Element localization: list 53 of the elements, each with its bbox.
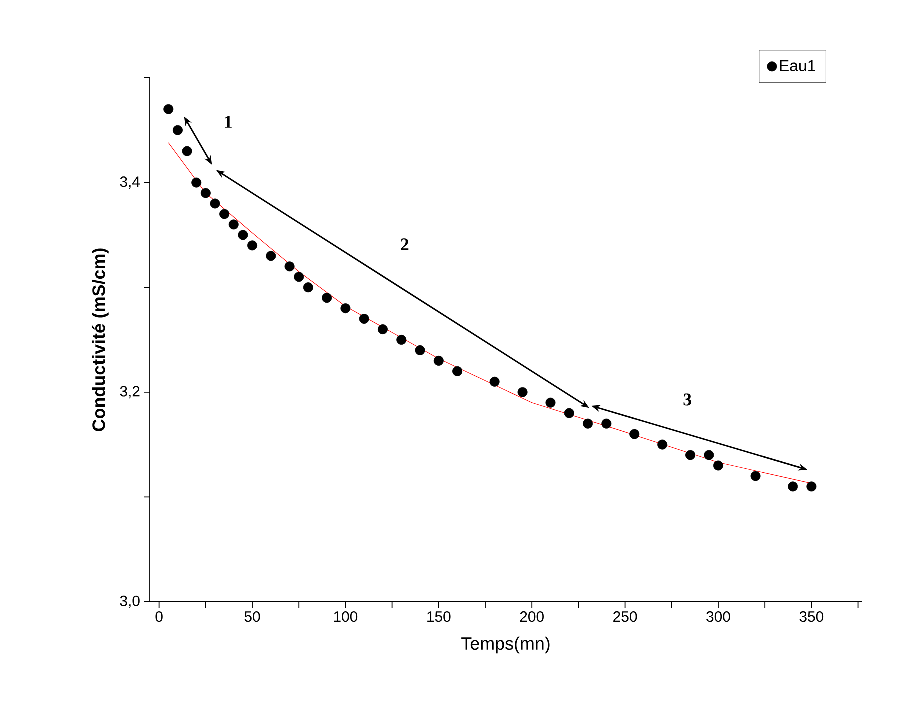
point — [583, 418, 594, 429]
point — [602, 418, 612, 429]
point — [172, 125, 183, 136]
y-axis-title: Conductivité (mS/cm) — [92, 248, 109, 432]
point — [182, 146, 192, 156]
point — [686, 450, 696, 460]
point — [704, 450, 714, 460]
point — [228, 220, 239, 230]
point — [340, 304, 351, 314]
point — [303, 282, 314, 293]
point — [266, 251, 276, 262]
point — [518, 387, 528, 398]
point — [630, 429, 640, 440]
point — [294, 272, 304, 282]
x-tick-label: 250 — [614, 612, 638, 622]
point — [750, 471, 761, 482]
point — [284, 262, 295, 272]
point — [322, 293, 332, 304]
point — [238, 230, 248, 240]
point — [220, 209, 230, 220]
annotation: 2 — [401, 238, 409, 251]
point — [164, 104, 174, 114]
x-tick-label: 300 — [706, 612, 730, 622]
point — [452, 366, 463, 376]
x-tick-label: 100 — [334, 612, 358, 622]
point — [490, 376, 500, 387]
y-tick-label: 3,4 — [120, 176, 140, 189]
point — [200, 188, 211, 198]
x-tick-label: 150 — [428, 612, 451, 622]
point — [546, 398, 556, 408]
point — [788, 482, 798, 492]
annotation: 3 — [684, 394, 692, 406]
point — [378, 324, 388, 335]
y-tick-label: 3,2 — [120, 386, 140, 399]
point — [713, 460, 724, 471]
point — [415, 345, 426, 356]
point — [396, 334, 407, 345]
x-tick-label: 350 — [800, 612, 824, 622]
point — [658, 440, 668, 450]
x-tick-label: 0 — [156, 612, 163, 622]
x-tick-label: 50 — [244, 612, 260, 622]
annotation: 1 — [225, 116, 232, 128]
x-axis-title: Temps(mn) — [462, 636, 550, 654]
point — [434, 356, 444, 366]
point — [564, 408, 574, 418]
x-tick-label: 200 — [520, 612, 544, 622]
point — [192, 178, 202, 188]
point — [806, 482, 817, 492]
point — [359, 314, 370, 324]
point — [248, 240, 258, 251]
point — [210, 198, 220, 209]
y-tick-label: 3,0 — [120, 596, 140, 608]
legend-label: Eau1 — [780, 60, 816, 72]
